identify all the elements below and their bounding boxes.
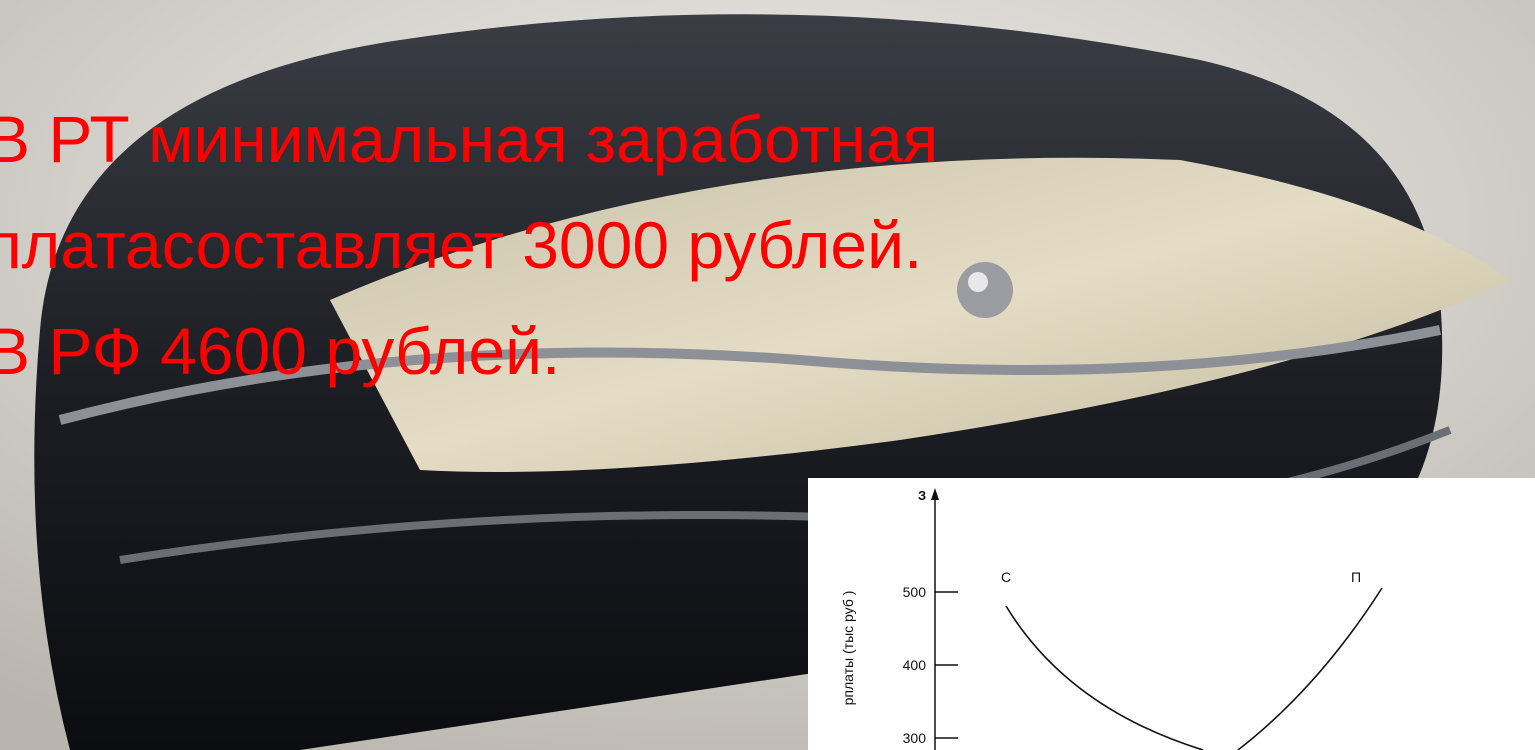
text-line: платасоставляет 3000 рублей. <box>0 208 923 282</box>
demand-curve <box>1237 587 1383 750</box>
y-tick-label: 300 <box>903 730 927 746</box>
axis-arrow <box>931 488 939 500</box>
supply-curve <box>1005 605 1204 750</box>
y-tick-label: 500 <box>903 584 927 600</box>
text-line: В РФ 4600 рублей. <box>0 314 561 388</box>
text-line: В РТ минимальная заработная <box>0 102 939 176</box>
y-axis-title: рплаты (тыс руб ) <box>840 591 856 706</box>
inset-chart: З рплаты (тыс руб ) С П 500 400 300 <box>808 478 1535 750</box>
inset-background <box>808 478 1535 750</box>
curve-label: П <box>1351 569 1361 585</box>
curve-label: С <box>1001 569 1011 585</box>
axis-label: З <box>918 488 926 503</box>
y-tick-label: 400 <box>903 657 927 673</box>
